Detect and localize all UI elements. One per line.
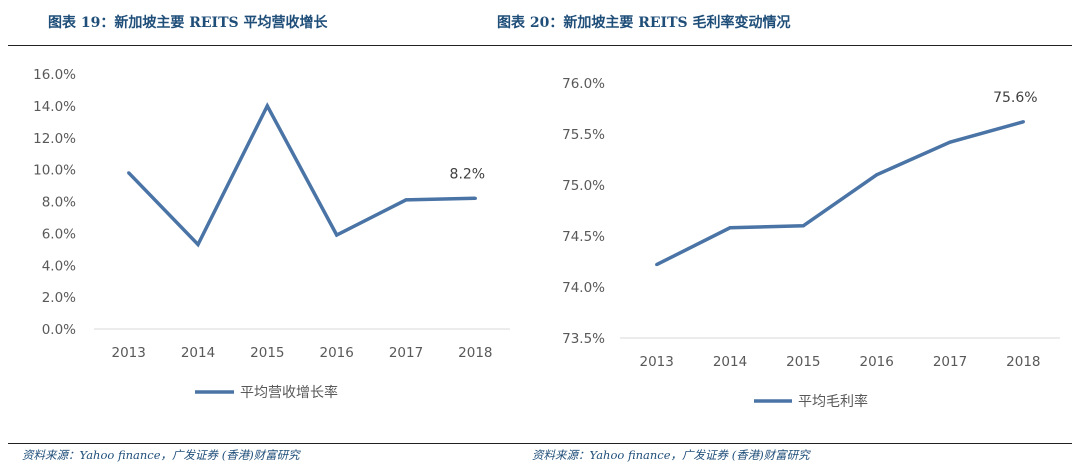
chart-19-x-tick-label: 2013 bbox=[111, 345, 145, 361]
chart-20-data-point bbox=[948, 140, 952, 144]
chart-20-y-tick-label: 74.5% bbox=[562, 229, 605, 245]
chart-19-data-point bbox=[404, 198, 408, 202]
chart-19-x-tick-label: 2017 bbox=[389, 345, 423, 361]
chart-19-legend-label: 平均营收增长率 bbox=[240, 384, 338, 401]
chart-19-y-tick-label: 14.0% bbox=[33, 99, 76, 115]
chart-20-x-tick-label: 2015 bbox=[786, 354, 820, 370]
chart-19-y-tick-label: 8.0% bbox=[42, 195, 76, 211]
chart-19-data-point bbox=[196, 242, 200, 247]
figure-19-title: 图表 19：新加坡主要 REITS 平均营收增长 bbox=[48, 15, 328, 31]
chart-19-y-tick-label: 6.0% bbox=[42, 226, 76, 242]
chart-19-data-point bbox=[127, 171, 131, 175]
chart-19-data-point bbox=[265, 104, 269, 108]
chart-19-y-tick-label: 16.0% bbox=[33, 67, 76, 83]
chart-20-data-point bbox=[655, 262, 659, 267]
chart-20-y-tick-label: 76.0% bbox=[562, 76, 605, 92]
chart-20-y-tick-label: 74.0% bbox=[562, 280, 605, 296]
chart-19-y-tick-label: 12.0% bbox=[33, 131, 76, 147]
chart-20-data-point bbox=[1021, 120, 1025, 124]
chart-20-data-label: 75.6% bbox=[993, 90, 1037, 106]
chart-20-data-point bbox=[728, 226, 732, 230]
chart-19-data-point bbox=[473, 196, 477, 200]
chart-19-y-tick-label: 10.0% bbox=[33, 163, 76, 179]
chart-20-legend-label: 平均毛利率 bbox=[798, 393, 868, 410]
source-note-right: 资料来源：Yahoo finance，广发证券 (香港)财富研究 bbox=[532, 448, 810, 462]
figure-20-title: 图表 20：新加坡主要 REITS 毛利率变动情况 bbox=[497, 15, 791, 31]
header-rule bbox=[8, 45, 1072, 46]
chart-20-y-tick-label: 75.0% bbox=[562, 178, 605, 194]
chart-19-data-label: 8.2% bbox=[450, 166, 486, 182]
chart-20-y-tick-label: 75.5% bbox=[562, 127, 605, 143]
chart-19-x-tick-label: 2016 bbox=[319, 345, 353, 361]
chart-20-x-tick-label: 2017 bbox=[933, 354, 967, 370]
chart-20-x-tick-label: 2016 bbox=[859, 354, 893, 370]
chart-19-y-tick-label: 2.0% bbox=[42, 290, 76, 306]
chart-19-x-tick-label: 2018 bbox=[458, 345, 492, 361]
chart-20-data-point bbox=[801, 224, 805, 228]
chart-19-data-point bbox=[335, 233, 339, 237]
chart-19-y-tick-label: 0.0% bbox=[42, 322, 76, 338]
chart-20-y-tick-label: 73.5% bbox=[562, 331, 605, 347]
chart-20-series-line bbox=[655, 120, 1024, 267]
chart-19-x-tick-label: 2015 bbox=[250, 345, 284, 361]
chart-19-x-tick-label: 2014 bbox=[181, 345, 215, 361]
footer-rule bbox=[8, 443, 1072, 444]
chart-19-series-line bbox=[127, 102, 476, 248]
chart-20-x-tick-label: 2013 bbox=[639, 354, 673, 370]
chart-20-data-point bbox=[875, 173, 879, 177]
chart-20-x-tick-label: 2014 bbox=[713, 354, 747, 370]
chart-20-x-tick-label: 2018 bbox=[1006, 354, 1040, 370]
chart-19-y-tick-label: 4.0% bbox=[42, 258, 76, 274]
source-note-left: 资料来源：Yahoo finance，广发证券 (香港)财富研究 bbox=[22, 448, 300, 462]
